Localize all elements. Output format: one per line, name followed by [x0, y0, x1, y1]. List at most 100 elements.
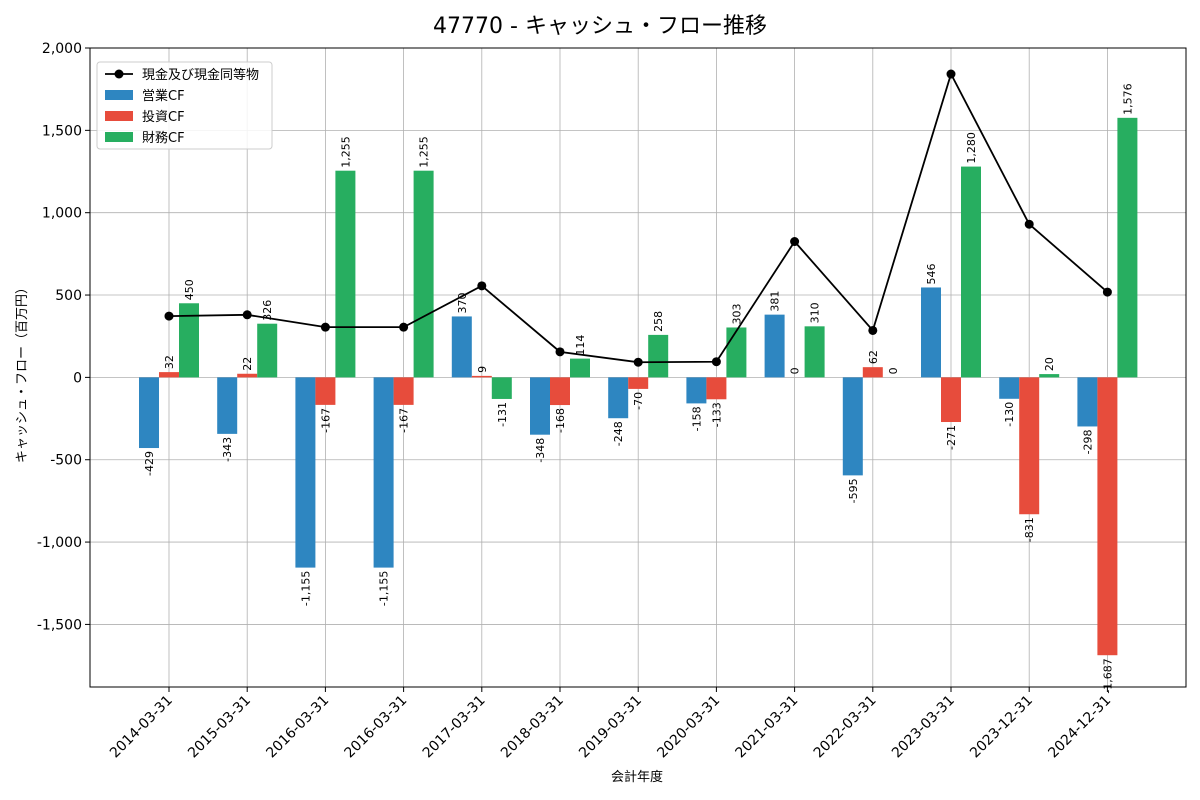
- x-tick-label: 2021-03-31: [733, 693, 802, 762]
- bar-label-layer: -429 -343 -1,155 -1,155 370 -348 -248 -158 381 -5…: [143, 83, 1134, 693]
- cash-balance-point: [868, 325, 878, 335]
- cash-balance-point: [946, 69, 956, 79]
- x-tick-label: 2016-03-31: [263, 693, 332, 762]
- x-tick-label: 2019-03-31: [576, 693, 645, 762]
- cash-balance-point: [320, 322, 330, 332]
- cash-balance-point: [790, 237, 800, 247]
- legend-bar-swatch: [105, 132, 133, 142]
- cash-balance-point: [1102, 287, 1112, 297]
- bar-value-label: 20: [1043, 357, 1056, 371]
- bar-value-label: -429: [143, 451, 156, 476]
- cash-balance-point: [1024, 219, 1034, 229]
- bar-投資CF: [471, 375, 492, 378]
- y-tick-label: 0: [73, 370, 82, 386]
- bar-value-label: -1,155: [299, 571, 312, 606]
- bar-営業CF: [1077, 377, 1098, 427]
- bar-value-label: 258: [652, 311, 665, 332]
- bar-value-label: 1,280: [965, 132, 978, 164]
- bar-投資CF: [628, 377, 649, 389]
- y-tick-label: -500: [50, 453, 82, 469]
- y-tick-label: -1,500: [37, 617, 82, 633]
- bar-value-label: 381: [769, 291, 782, 312]
- cash-balance-point: [555, 347, 565, 357]
- bar-投資CF: [393, 377, 414, 405]
- y-tick-label: 2,000: [42, 41, 82, 57]
- bar-財務CF: [335, 170, 356, 378]
- y-tick-label: 1,500: [42, 123, 82, 139]
- y-axis-title: キャッシュ・フロー（百万円）: [15, 281, 30, 463]
- bar-投資CF: [862, 367, 883, 378]
- line-layer: [164, 69, 1112, 367]
- bar-value-label: -343: [221, 437, 234, 462]
- bar-value-label: 326: [261, 300, 274, 321]
- bar-value-label: -271: [945, 425, 958, 450]
- bar-財務CF: [491, 377, 512, 399]
- bar-財務CF: [726, 327, 747, 378]
- bar-value-label: 310: [809, 302, 822, 323]
- bar-value-label: 22: [241, 357, 254, 371]
- legend-bar-swatch: [105, 90, 133, 100]
- bar-value-label: 0: [789, 367, 802, 374]
- bar-value-label: 114: [574, 335, 587, 356]
- y-tick-label: 500: [55, 288, 82, 304]
- bar-投資CF: [550, 377, 570, 406]
- bar-営業CF: [686, 377, 707, 404]
- bar-value-label: 370: [456, 292, 469, 313]
- bar-value-label: -70: [632, 392, 645, 410]
- chart-title: 47770 - キャッシュ・フロー推移: [433, 14, 767, 39]
- bar-value-label: 62: [867, 350, 880, 364]
- bar-value-label: 450: [183, 279, 196, 300]
- bar-財務CF: [648, 334, 669, 378]
- bar-value-label: -831: [1023, 517, 1036, 542]
- bar-value-label: -595: [847, 478, 860, 503]
- bar-投資CF: [159, 372, 179, 378]
- x-tick-label: 2022-03-31: [811, 693, 880, 762]
- bar-営業CF: [295, 377, 316, 568]
- bar-value-label: 0: [887, 367, 900, 374]
- legend-line-marker: [114, 69, 124, 79]
- bar-投資CF: [315, 377, 336, 405]
- bar-value-label: -168: [554, 408, 567, 433]
- bar-財務CF: [179, 303, 199, 378]
- x-tick-label: 2015-03-31: [185, 693, 254, 762]
- bar-layer: [139, 117, 1138, 656]
- y-tick-label: -1,000: [37, 535, 82, 551]
- bar-営業CF: [608, 377, 629, 419]
- bar-value-label: -133: [710, 402, 723, 427]
- cash-balance-point: [633, 357, 643, 367]
- bar-投資CF: [941, 377, 961, 423]
- bar-営業CF: [530, 377, 550, 435]
- bar-value-label: -130: [1003, 402, 1016, 427]
- cash-balance-point: [711, 357, 721, 367]
- bar-営業CF: [451, 316, 472, 378]
- bar-value-label: 9: [476, 366, 489, 373]
- legend-bar-swatch: [105, 111, 133, 121]
- x-tick-label: 2016-03-31: [342, 693, 411, 762]
- bar-営業CF: [921, 287, 941, 378]
- cash-balance-point: [477, 281, 487, 291]
- x-tick-label: 2023-12-31: [967, 693, 1036, 762]
- bar-value-label: 546: [925, 263, 938, 284]
- bar-value-label: 1,255: [418, 136, 431, 168]
- bar-投資CF: [1097, 377, 1118, 656]
- bar-投資CF: [237, 373, 258, 378]
- x-tick-label: 2018-03-31: [498, 693, 567, 762]
- bar-value-label: 32: [163, 355, 176, 369]
- bar-value-label: -131: [496, 402, 509, 427]
- bar-財務CF: [961, 166, 981, 378]
- legend-entry-label: 投資CF: [142, 109, 185, 125]
- bar-財務CF: [804, 326, 825, 378]
- legend-entry-label: 現金及び現金同等物: [142, 67, 259, 83]
- bar-営業CF: [999, 377, 1020, 399]
- bar-営業CF: [842, 377, 863, 476]
- bar-value-label: -158: [690, 406, 703, 431]
- bar-value-label: -248: [612, 421, 625, 446]
- x-tick-label: 2023-03-31: [889, 693, 958, 762]
- bar-財務CF: [413, 170, 434, 378]
- bar-投資CF: [1019, 377, 1040, 515]
- legend-box: [96, 61, 273, 150]
- bar-投資CF: [706, 377, 727, 400]
- bar-value-label: -167: [319, 408, 332, 433]
